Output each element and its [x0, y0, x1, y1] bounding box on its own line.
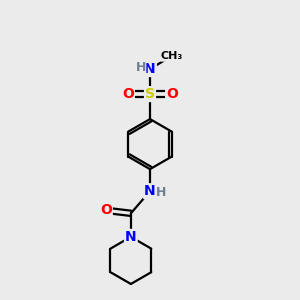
Text: H: H: [135, 61, 146, 74]
Text: N: N: [125, 230, 137, 244]
Text: S: S: [145, 87, 155, 101]
Text: O: O: [122, 87, 134, 101]
Text: N: N: [144, 184, 156, 198]
Text: N: N: [144, 62, 156, 76]
Text: H: H: [156, 186, 166, 199]
Text: O: O: [166, 87, 178, 101]
Text: CH₃: CH₃: [161, 51, 183, 61]
Text: O: O: [100, 203, 112, 218]
